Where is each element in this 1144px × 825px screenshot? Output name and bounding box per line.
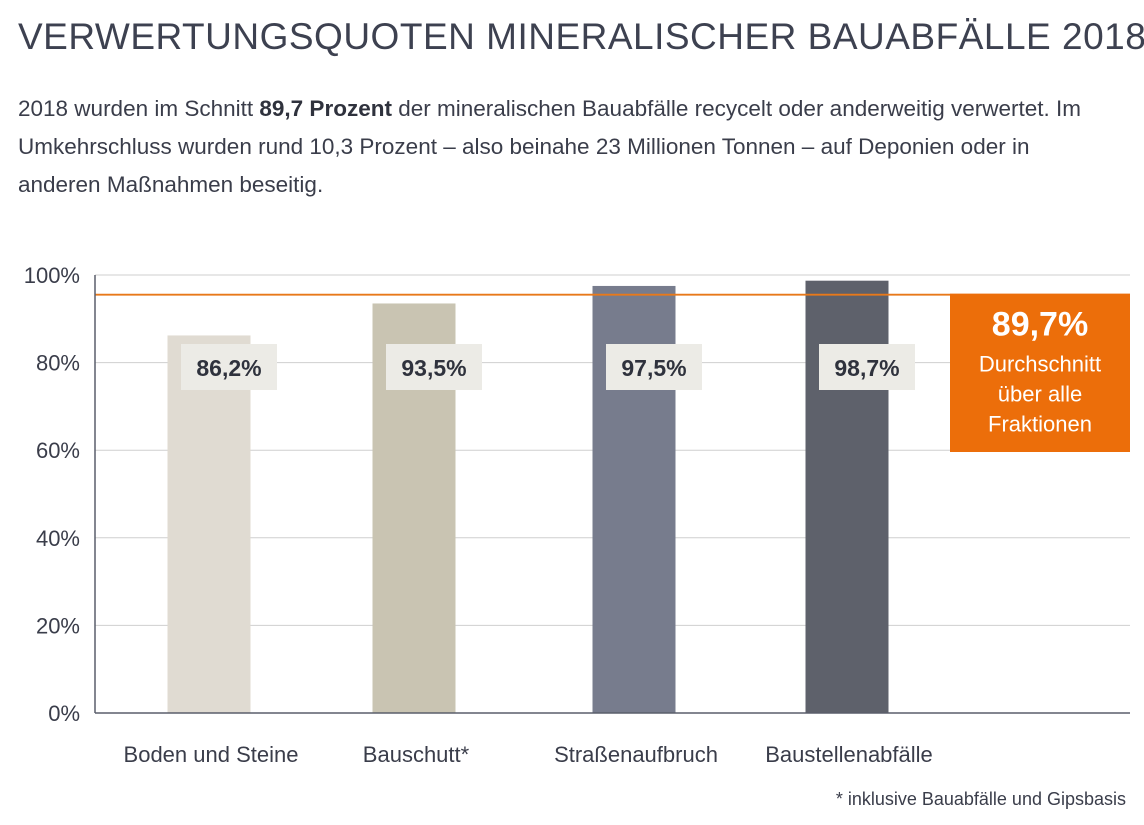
y-tick-label: 20% bbox=[36, 613, 80, 638]
average-caption-line: Fraktionen bbox=[988, 412, 1092, 437]
y-tick-label: 100% bbox=[24, 263, 80, 288]
y-tick-label: 60% bbox=[36, 438, 80, 463]
average-reference: 89,7% Durchschnitt über alle Fraktionen bbox=[95, 293, 1130, 452]
value-label: 97,5% bbox=[621, 355, 686, 381]
average-value: 89,7% bbox=[992, 306, 1088, 344]
footnote: * inklusive Bauabfälle und Gipsbasis bbox=[835, 789, 1126, 809]
average-box bbox=[950, 293, 1130, 452]
bar-chart: 89,7% Durchschnitt über alle Fraktionen 86,… bbox=[24, 263, 1130, 767]
x-tick-label: Boden und Steine bbox=[124, 742, 299, 767]
intro-text-2: der mineralischen Bauabfälle recycelt od… bbox=[18, 96, 1082, 197]
intro-paragraph: 2018 wurden im Schnitt 89,7 Prozent der … bbox=[18, 90, 1118, 204]
y-tick-label: 80% bbox=[36, 351, 80, 376]
y-tick-label: 40% bbox=[36, 526, 80, 551]
value-label-box bbox=[181, 344, 277, 390]
value-label: 86,2% bbox=[196, 355, 261, 381]
intro-highlight: 89,7 Prozent bbox=[259, 96, 392, 121]
value-label-box bbox=[386, 344, 482, 390]
value-label-box bbox=[606, 344, 702, 390]
x-tick-label: Straßenaufbruch bbox=[554, 742, 718, 767]
value-label: 93,5% bbox=[401, 355, 466, 381]
chart-title: VERWERTUNGSQUOTEN MINERALISCHER BAUABFÄL… bbox=[18, 16, 1144, 57]
intro-text-1: 2018 wurden im Schnitt bbox=[18, 96, 260, 121]
axes: 0% 20% 40% 60% 80% 100% Boden und Steine Bausch… bbox=[24, 263, 1130, 767]
x-tick-label: Baustellenabfälle bbox=[765, 742, 933, 767]
x-tick-label: Bauschutt* bbox=[363, 742, 470, 767]
bar bbox=[167, 335, 251, 713]
average-caption-line: Durchschnitt bbox=[979, 352, 1101, 377]
value-label: 98,7% bbox=[834, 355, 899, 381]
y-tick-label: 0% bbox=[48, 701, 80, 726]
value-labels: 86,2% 93,5% 97,5% 98,7% bbox=[181, 344, 915, 390]
average-caption-line: über alle bbox=[998, 382, 1082, 407]
value-label-box bbox=[819, 344, 915, 390]
